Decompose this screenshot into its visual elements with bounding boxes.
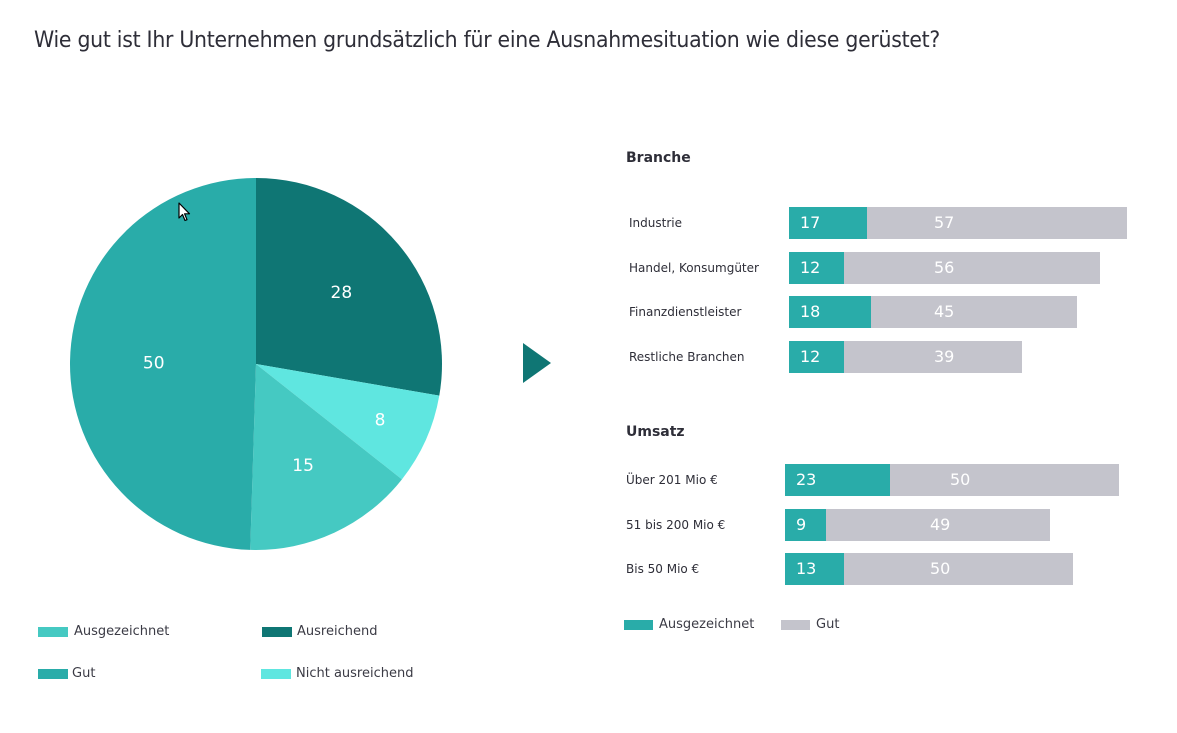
legend-label: Ausgezeichnet [659, 617, 755, 632]
category-label: 51 bis 200 Mio € [626, 518, 726, 532]
bar-ausgezeichnet [785, 464, 891, 496]
pie-data-label: 8 [375, 410, 386, 430]
bar-data-label: 39 [934, 347, 955, 366]
category-label: Industrie [629, 216, 682, 230]
category-label: Bis 50 Mio € [626, 562, 700, 576]
bar-data-label: 17 [800, 213, 821, 232]
legend-item-nicht-ausreichend: Nicht ausreichend [261, 666, 413, 681]
pie-slice-ausgezeichnet [250, 364, 402, 550]
bar-gut [826, 509, 1051, 541]
bar-ausgezeichnet [785, 553, 845, 585]
pie-slice-nicht-ausreichend [256, 364, 440, 480]
legend-item-ausgezeichnet: Ausgezeichnet [38, 624, 169, 639]
bar-legend-item-ausgezeichnet: Ausgezeichnet [624, 617, 754, 632]
bar-ausgezeichnet [789, 341, 844, 373]
legend-swatch [624, 619, 653, 630]
bar-data-label: 12 [800, 258, 821, 277]
bar-data-label: 49 [930, 515, 951, 534]
bar-data-label: 18 [800, 302, 821, 321]
triangle-right-icon [523, 343, 551, 383]
section-title-umsatz: Umsatz [626, 424, 685, 440]
bar-gut [843, 252, 1100, 284]
section-title-branche: Branche [626, 150, 691, 166]
bar-data-label: 9 [796, 515, 807, 534]
legend-label: Gut [816, 617, 840, 632]
bar-gut [844, 553, 1073, 585]
bar-ausgezeichnet [789, 207, 867, 239]
pie-data-label: 15 [292, 456, 314, 476]
legend-label: Ausreichend [297, 624, 378, 639]
legend-label: Nicht ausreichend [296, 666, 414, 681]
pie-chart: 28 8 15 50 [69, 178, 442, 550]
legend-swatch [38, 668, 68, 679]
pie-slice-gut [69, 178, 256, 550]
bar-gut [843, 341, 1023, 373]
legend-item-gut: Gut [38, 666, 95, 681]
bar-data-label: 50 [930, 559, 951, 578]
bar-data-label: 50 [950, 470, 971, 489]
pie-data-label: 50 [143, 353, 165, 373]
category-label: Über 201 Mio € [626, 473, 718, 487]
bar-gut [890, 464, 1119, 496]
category-label: Restliche Branchen [629, 350, 745, 364]
bar-gut [871, 296, 1077, 328]
bar-data-label: 45 [934, 302, 955, 321]
legend-swatch [262, 626, 292, 637]
category-label: Handel, Konsumgüter [629, 261, 759, 275]
legend-swatch [38, 626, 68, 637]
category-label: Finanzdienstleister [629, 305, 742, 319]
mouse-pointer-icon [178, 202, 191, 222]
bar-ausgezeichnet [789, 296, 872, 328]
bar-legend-item-gut: Gut [781, 617, 839, 632]
bar-ausgezeichnet [789, 252, 844, 284]
bar-data-label: 57 [934, 213, 955, 232]
legend-swatch [781, 619, 810, 630]
legend-item-ausreichend: Ausreichend [262, 624, 377, 639]
bar-data-label: 56 [934, 258, 955, 277]
legend-label: Ausgezeichnet [74, 624, 170, 639]
legend-swatch [261, 668, 291, 679]
pie-slice-ausreichend [256, 178, 442, 396]
bar-data-label: 12 [800, 347, 821, 366]
legend-label: Gut [72, 666, 96, 681]
page-title: Wie gut ist Ihr Unternehmen grundsätzlic… [34, 28, 940, 53]
bar-data-label: 23 [796, 470, 817, 489]
bar-ausgezeichnet [785, 509, 827, 541]
pie-data-label: 28 [331, 283, 353, 303]
bar-data-label: 13 [796, 559, 817, 578]
bar-gut [866, 207, 1128, 239]
